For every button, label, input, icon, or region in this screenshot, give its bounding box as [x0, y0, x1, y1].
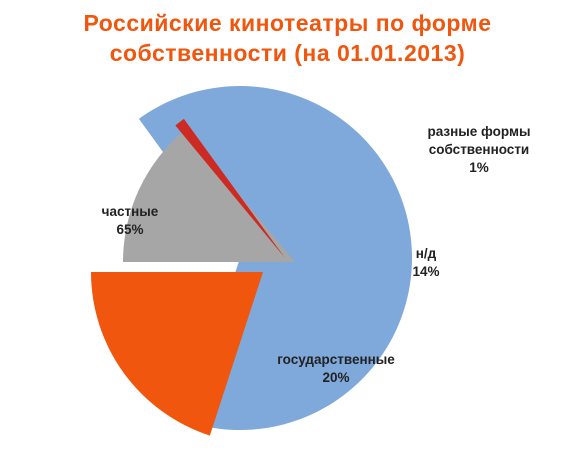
chart-title-line-2: собственности (на 01.01.2013)	[109, 40, 466, 66]
slice-name-label: разные формы	[427, 124, 530, 139]
slice-name-label: н/д	[416, 246, 437, 261]
pie-slice	[91, 272, 263, 436]
slice-label: государственные 20%	[277, 352, 395, 385]
slice-percent-label: 65%	[116, 222, 143, 237]
pie-slice	[123, 129, 295, 262]
slice-percent-label: 14%	[412, 264, 439, 279]
slice-name-label: частные	[102, 204, 159, 219]
slice-name-label: государственные	[277, 352, 395, 367]
chart-title-line-1: Российские кинотеатры по форме	[83, 10, 492, 36]
slice-label: разные формы собственности 1%	[427, 124, 530, 175]
slice-percent-label: 20%	[322, 370, 349, 385]
slice-label: частные 65%	[102, 204, 159, 237]
slice-name-label: собственности	[429, 142, 529, 157]
slice-label: н/д 14%	[412, 246, 439, 279]
slice-percent-label: 1%	[469, 160, 489, 175]
pie-slice	[175, 118, 285, 258]
chart-title: Российские кинотеатры по форме собственн…	[0, 8, 575, 68]
